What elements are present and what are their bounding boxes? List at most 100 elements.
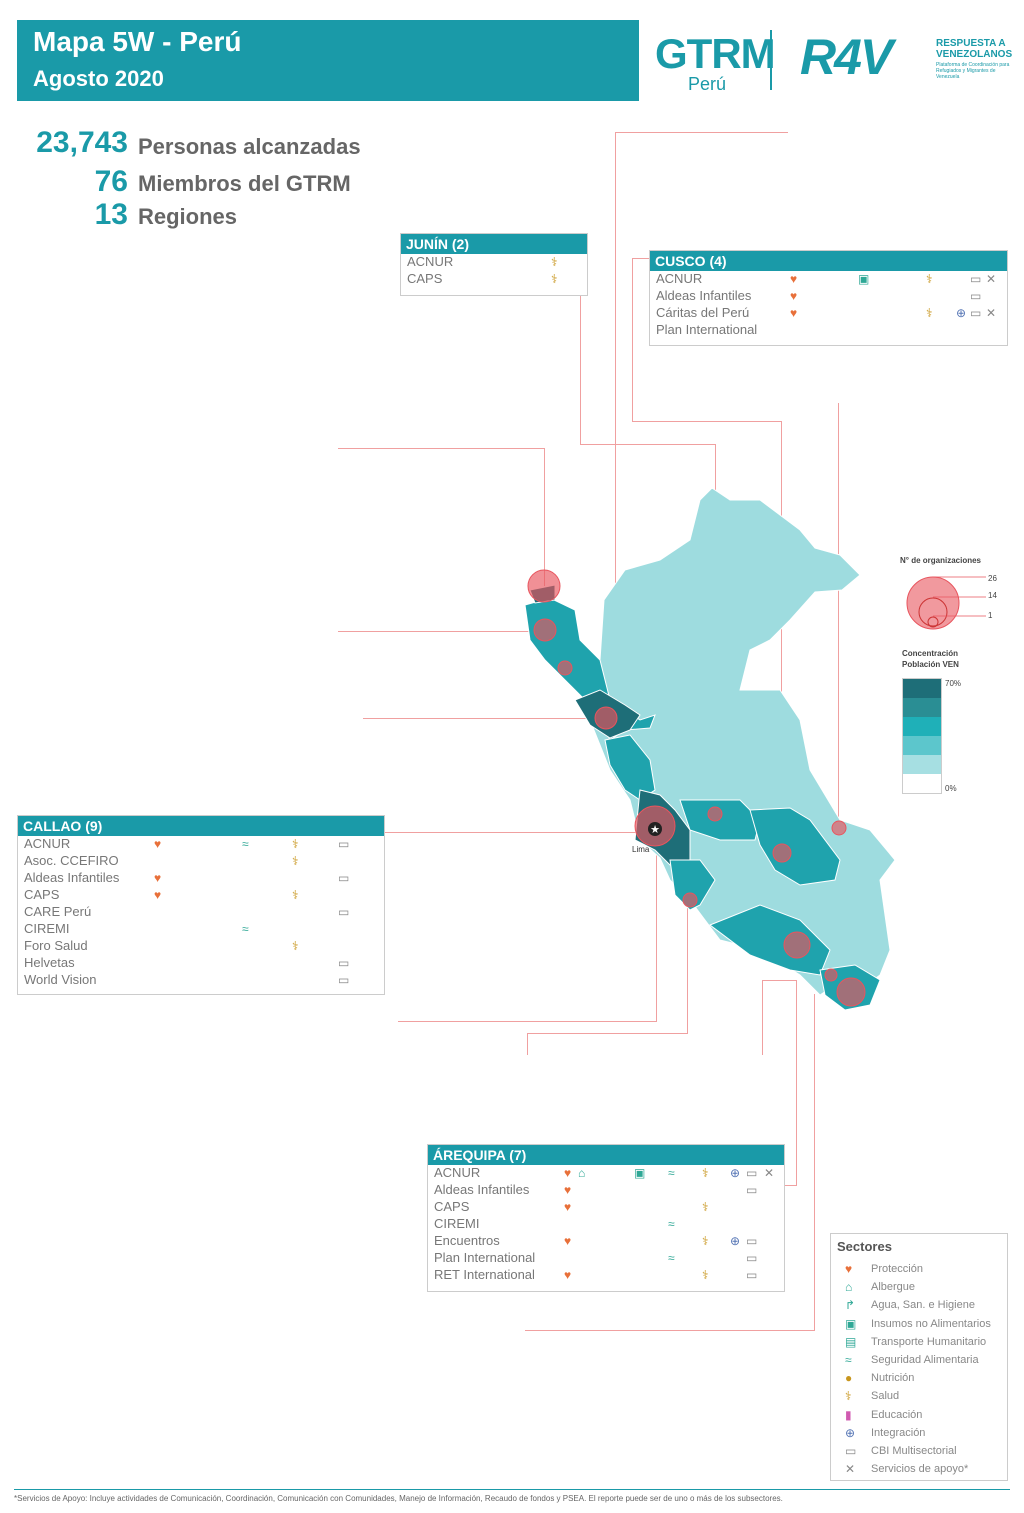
legend-item-label: Servicios de apoyo*	[871, 1463, 969, 1476]
salud-icon: ⚕	[292, 854, 299, 868]
salud-icon: ⚕	[702, 1166, 709, 1180]
educacion-icon: ▮	[845, 1407, 852, 1422]
org-name: RET International	[434, 1267, 535, 1282]
salud-icon: ⚕	[292, 939, 299, 953]
cbi-icon: ▭	[746, 1251, 758, 1265]
cbi-icon: ▭	[845, 1444, 857, 1458]
bubble-legend-mid: 14	[988, 591, 997, 600]
concentration-legend-scale	[902, 678, 942, 794]
legend-item-label: Agua, San. e Higiene	[871, 1299, 975, 1312]
lima-label: Lima	[632, 845, 650, 854]
bubble-legend-title: N° de organizaciones	[900, 556, 981, 565]
region-box-junin: JUNÍN (2) ACNUR ⚕ CAPS ⚕	[400, 233, 588, 296]
concentration-legend-title: Concentración Población VEN	[902, 649, 959, 669]
org-row: Aldeas Infantiles ♥ ▭	[650, 288, 1007, 305]
org-row: RET International ♥ ⚕ ▭	[428, 1267, 784, 1284]
org-bubble	[682, 892, 698, 908]
org-row: ACNUR ♥ ▣ ⚕ ▭ ✕	[650, 271, 1007, 288]
cbi-icon: ▭	[746, 1268, 758, 1282]
proteccion-icon: ♥	[790, 272, 798, 286]
org-row: CIREMI ≈	[18, 921, 384, 938]
salud-icon: ⚕	[551, 255, 558, 269]
org-row: CIREMI ≈	[428, 1216, 784, 1233]
legend-item-label: Protección	[871, 1263, 923, 1275]
salud-icon: ⚕	[292, 888, 299, 902]
org-name: CIREMI	[434, 1216, 480, 1231]
org-bubble	[783, 931, 811, 959]
seguridad-icon: ≈	[668, 1251, 675, 1265]
org-bubble	[533, 618, 557, 642]
region-shapes	[524, 487, 896, 1011]
cbi-icon: ▭	[970, 306, 982, 320]
page-title: Mapa 5W - Perú	[33, 26, 242, 57]
region-title-callao: CALLAO (9)	[18, 816, 384, 836]
cbi-icon: ▭	[746, 1183, 758, 1197]
albergue-icon: ⌂	[578, 1166, 586, 1180]
region-box-cusco: CUSCO (4) ACNUR ♥ ▣ ⚕ ▭ ✕ Aldeas Infantiles ♥ ▭ C…	[649, 250, 1008, 346]
concentration-legend-max: 70%	[945, 679, 962, 688]
org-name: Encuentros	[434, 1233, 500, 1248]
cbi-icon: ▭	[746, 1166, 758, 1180]
legend-item-label: Seguridad Alimentaria	[871, 1354, 979, 1366]
org-name: CAPS	[24, 887, 60, 902]
r4v-logo: R4V	[800, 29, 893, 85]
stat-value-regiones: 13	[94, 198, 128, 231]
proteccion-icon: ♥	[564, 1166, 572, 1180]
seguridad-icon: ≈	[242, 922, 249, 936]
region-title-cusco: CUSCO (4)	[650, 251, 1007, 271]
stat-label-personas: Personas alcanzadas	[138, 134, 361, 159]
org-name: Cáritas del Perú	[656, 305, 750, 320]
legend-item-label: Nutrición	[871, 1372, 915, 1385]
transporte-icon: ▤	[845, 1334, 857, 1349]
bubble-legend-min: 1	[988, 611, 993, 620]
org-name: World Vision	[24, 972, 97, 987]
cbi-icon: ▭	[338, 905, 350, 919]
salud-icon: ⚕	[926, 306, 933, 320]
proteccion-icon: ♥	[564, 1200, 572, 1214]
legend-item-label: Salud	[871, 1390, 900, 1403]
org-row: Foro Salud ⚕	[18, 938, 384, 955]
cbi-icon: ▭	[970, 289, 982, 303]
salud-icon: ⚕	[551, 272, 558, 286]
proteccion-icon: ♥	[154, 837, 162, 851]
seguridad-icon: ≈	[668, 1166, 675, 1180]
proteccion-icon: ♥	[790, 306, 798, 320]
cbi-icon: ▭	[338, 956, 350, 970]
seguridad-icon: ≈	[668, 1217, 675, 1231]
cbi-icon: ▭	[338, 837, 350, 851]
gtrm-logo-subtitle: Perú	[688, 74, 727, 94]
proteccion-icon: ♥	[564, 1183, 572, 1197]
integracion-icon: ⊕	[956, 306, 967, 320]
salud-icon: ⚕	[702, 1234, 709, 1248]
region-box-callao: CALLAO (9) ACNUR ♥ ≈ ⚕ ▭ Asoc. CCEFIRO ⚕ Aldeas…	[17, 815, 385, 995]
insumos-icon: ▣	[845, 1316, 857, 1331]
legend-item-label: CBI Multisectorial	[871, 1445, 957, 1457]
agua-icon: ↱	[845, 1298, 856, 1313]
org-name: ACNUR	[656, 271, 703, 286]
salud-icon: ⚕	[845, 1389, 852, 1404]
logo-divider	[770, 30, 772, 90]
servicios-icon: ✕	[986, 272, 997, 286]
region-shape	[749, 807, 841, 886]
org-bubble	[557, 660, 573, 676]
legend-item-label: Educación	[871, 1408, 923, 1421]
org-name: CARE Perú	[24, 904, 92, 919]
seguridad-icon: ≈	[845, 1353, 852, 1367]
org-bubble	[527, 569, 561, 603]
org-name: Aldeas Infantiles	[434, 1182, 530, 1197]
stat-label-miembros: Miembros del GTRM	[138, 171, 351, 196]
legend-title: Sectores	[837, 1239, 892, 1254]
footnote-divider	[14, 1489, 1010, 1490]
cbi-icon: ▭	[338, 871, 350, 885]
org-name: Plan International	[656, 322, 758, 337]
org-name: ACNUR	[407, 254, 454, 269]
org-bubble	[594, 706, 618, 730]
region-shape	[669, 859, 716, 911]
title-banner: Mapa 5W - Perú Agosto 2020	[17, 20, 639, 101]
proteccion-icon: ♥	[845, 1262, 853, 1276]
org-name: Aldeas Infantiles	[656, 288, 752, 303]
org-name: ACNUR	[24, 836, 71, 851]
proteccion-icon: ♥	[564, 1268, 572, 1282]
integracion-icon: ⊕	[730, 1234, 741, 1248]
org-name: CAPS	[407, 271, 443, 286]
